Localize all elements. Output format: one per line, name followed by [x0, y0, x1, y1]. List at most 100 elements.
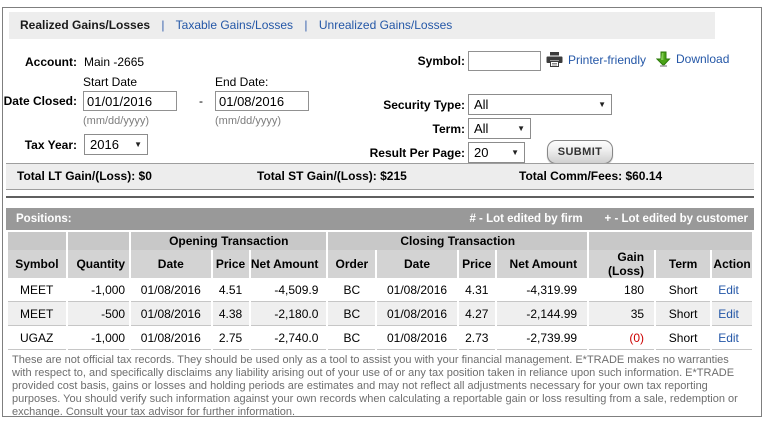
cell-close-date: 01/08/2016 [377, 278, 457, 302]
cell-close-date: 01/08/2016 [377, 326, 457, 350]
cell-close-net: -4,319.99 [496, 278, 588, 302]
tax-records-disclaimer: These are not official tax records. They… [12, 354, 738, 417]
download-link[interactable]: Download [656, 51, 729, 67]
cell-open-net: -2,180.0 [250, 302, 327, 326]
tax-year-label: Tax Year: [24, 138, 77, 152]
totals-bar: Total LT Gain/(Loss): $0 Total ST Gain/(… [6, 163, 754, 190]
table-row: MEET -1,000 01/08/2016 4.51 -4,509.9 BC … [8, 278, 752, 302]
submit-button[interactable]: SUBMIT [547, 140, 613, 164]
tab-realized-gains-losses[interactable]: Realized Gains/Losses [20, 18, 151, 32]
cell-open-net: -2,740.0 [250, 326, 327, 350]
table-group-header-row: Opening Transaction Closing Transaction [8, 232, 752, 250]
printer-friendly-link[interactable]: Printer-friendly [546, 52, 646, 67]
cell-order: BC [328, 278, 376, 302]
date-range-separator: - [199, 94, 203, 108]
end-date-input[interactable] [215, 91, 309, 111]
col-header-term: Term [656, 250, 711, 278]
edit-lot-link[interactable]: Edit [712, 326, 752, 350]
result-per-page-selected-value: 20 [474, 145, 489, 160]
result-per-page-label: Result Per Page: [369, 146, 465, 160]
end-date-format-hint: (mm/dd/yyyy) [215, 115, 281, 127]
col-header-close-date: Date [377, 250, 457, 278]
cell-close-net: -2,144.99 [496, 302, 588, 326]
col-header-symbol: Symbol [8, 250, 66, 278]
col-header-close-price: Price [458, 250, 495, 278]
total-comm-fees: Total Comm/Fees: $60.14 [519, 169, 663, 183]
tax-year-select[interactable]: 2016 ▼ [84, 134, 148, 155]
chevron-down-icon: ▼ [134, 140, 142, 149]
security-type-selected-value: All [474, 97, 489, 112]
cell-open-date: 01/08/2016 [131, 278, 211, 302]
symbol-label: Symbol: [417, 54, 465, 68]
gains-losses-tabs: Realized Gains/Losses | Taxable Gains/Lo… [9, 12, 715, 39]
symbol-input[interactable] [468, 51, 541, 71]
lot-edited-by-firm-note: # - Lot edited by firm [469, 213, 583, 225]
cell-open-price: 2.75 [212, 326, 249, 350]
cell-quantity: -1,000 [67, 278, 130, 302]
printer-icon [546, 52, 563, 67]
tab-taxable-gains-losses[interactable]: Taxable Gains/Losses [175, 18, 294, 32]
cell-order: BC [328, 302, 376, 326]
nav-separator: | [161, 18, 165, 32]
start-date-input[interactable] [83, 91, 177, 111]
security-type-label: Security Type: [383, 98, 465, 112]
download-label: Download [676, 52, 730, 66]
cell-gain-loss: (0) [589, 326, 655, 350]
cell-symbol: MEET [8, 302, 66, 326]
edit-lot-link[interactable]: Edit [712, 302, 752, 326]
lot-edited-by-customer-note: + - Lot edited by customer [604, 213, 748, 225]
col-header-quantity: Quantity [67, 250, 130, 278]
cell-close-price: 4.27 [458, 302, 495, 326]
term-select[interactable]: All ▼ [468, 118, 531, 139]
opening-transaction-group-header: Opening Transaction [131, 232, 327, 250]
col-header-open-date: Date [131, 250, 211, 278]
chevron-down-icon: ▼ [517, 124, 525, 133]
cell-term: Short [656, 326, 711, 350]
cell-open-price: 4.51 [212, 278, 249, 302]
security-type-select[interactable]: All ▼ [468, 94, 612, 115]
end-date-label: End Date: [215, 75, 269, 89]
cell-symbol: MEET [8, 278, 66, 302]
col-header-gain-loss: Gain (Loss) [589, 250, 655, 278]
table-row: MEET -500 01/08/2016 4.38 -2,180.0 BC 01… [8, 302, 752, 326]
start-date-format-hint: (mm/dd/yyyy) [83, 115, 149, 127]
tab-unrealized-gains-losses[interactable]: Unrealized Gains/Losses [318, 18, 453, 32]
col-header-action: Action [712, 250, 752, 278]
cell-open-date: 01/08/2016 [131, 302, 211, 326]
closing-transaction-group-header: Closing Transaction [328, 232, 588, 250]
cell-open-net: -4,509.9 [250, 278, 327, 302]
term-selected-value: All [474, 121, 489, 136]
col-header-open-price: Price [212, 250, 249, 278]
nav-separator: | [304, 18, 308, 32]
term-label: Term: [432, 122, 465, 136]
cell-close-date: 01/08/2016 [377, 302, 457, 326]
cell-open-date: 01/08/2016 [131, 326, 211, 350]
cell-symbol: UGAZ [8, 326, 66, 350]
header-spacer [589, 232, 752, 250]
account-value: Main -2665 [84, 55, 145, 69]
chevron-down-icon: ▼ [511, 148, 519, 157]
col-header-close-net-amount: Net Amount [496, 250, 588, 278]
date-closed-label: Date Closed: [3, 94, 77, 108]
cell-gain-loss: 180 [589, 278, 655, 302]
page-frame: Realized Gains/Losses | Taxable Gains/Lo… [2, 7, 762, 417]
total-st-gain-loss: Total ST Gain/(Loss): $215 [257, 169, 407, 183]
positions-title: Positions: [16, 213, 72, 225]
col-header-order: Order [328, 250, 376, 278]
account-label: Account: [25, 55, 77, 69]
positions-header-bar: Positions: # - Lot edited by firm + - Lo… [6, 208, 754, 230]
header-spacer [8, 232, 66, 250]
edit-lot-link[interactable]: Edit [712, 278, 752, 302]
start-date-label: Start Date [83, 75, 138, 89]
cell-quantity: -1,000 [67, 326, 130, 350]
chevron-down-icon: ▼ [598, 100, 606, 109]
tax-year-selected-value: 2016 [90, 137, 119, 152]
section-divider [6, 196, 754, 198]
cell-term: Short [656, 278, 711, 302]
printer-friendly-label: Printer-friendly [568, 52, 647, 67]
cell-gain-loss: 35 [589, 302, 655, 326]
cell-close-price: 2.73 [458, 326, 495, 350]
result-per-page-select[interactable]: 20 ▼ [468, 142, 525, 163]
cell-close-price: 4.31 [458, 278, 495, 302]
cell-open-price: 4.38 [212, 302, 249, 326]
